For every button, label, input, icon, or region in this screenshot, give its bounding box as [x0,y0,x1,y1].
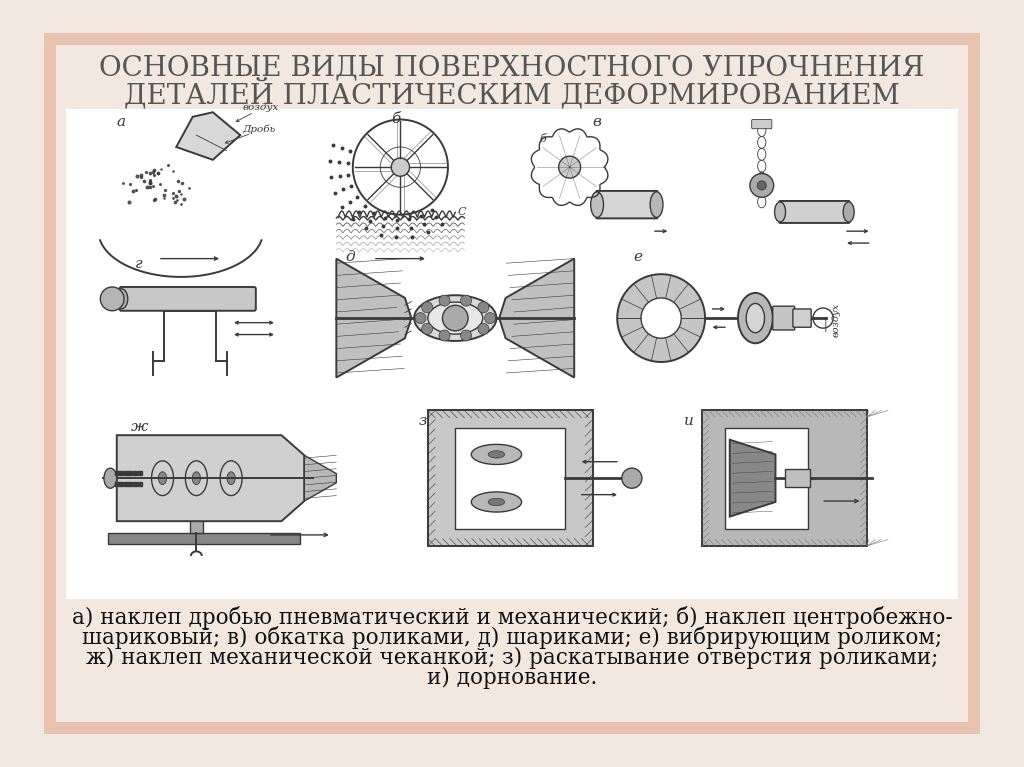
Ellipse shape [738,293,773,344]
Text: ж) наклеп механической чеканкой; з) раскатывание отверстия роликами;: ж) наклеп механической чеканкой; з) раск… [86,647,938,669]
Bar [44,33,980,45]
Text: б: б [391,112,400,127]
Text: шариковый; в) обкатка роликами, д) шариками; е) вибрирующим роликом;: шариковый; в) обкатка роликами, д) шарик… [82,626,942,649]
Polygon shape [499,258,574,377]
Bar [428,410,593,546]
Ellipse shape [115,289,128,309]
Text: и) дорнование.: и) дорнование. [427,667,597,689]
Ellipse shape [414,295,497,341]
FancyBboxPatch shape [120,287,256,311]
Circle shape [641,298,681,338]
Circle shape [478,302,488,313]
Polygon shape [730,439,775,517]
Bar [456,428,565,528]
Circle shape [422,302,432,313]
Text: ОСНОВНЫЕ ВИДЫ ПОВЕРХНОСТНОГО УПРОЧНЕНИЯ: ОСНОВНЫЕ ВИДЫ ПОВЕРХНОСТНОГО УПРОЧНЕНИЯ [99,54,925,82]
Circle shape [461,330,471,341]
Circle shape [461,295,471,306]
Ellipse shape [471,444,521,465]
Ellipse shape [650,192,663,218]
Text: г: г [135,257,142,271]
Ellipse shape [774,202,785,222]
Ellipse shape [591,192,603,218]
Bar [44,33,56,734]
FancyBboxPatch shape [190,489,203,533]
Circle shape [559,156,581,178]
Text: воздух: воздух [242,104,279,113]
Text: ж: ж [130,420,147,433]
Text: д: д [345,250,355,265]
Circle shape [439,295,450,306]
Circle shape [484,313,496,324]
Circle shape [391,158,410,176]
Bar [725,428,808,528]
Text: б: б [540,134,546,144]
FancyBboxPatch shape [596,191,657,219]
Text: е: е [634,250,643,265]
Ellipse shape [488,499,505,505]
Bar [702,410,867,546]
Bar [968,33,980,734]
Polygon shape [176,112,241,160]
FancyBboxPatch shape [779,201,850,223]
Polygon shape [304,456,336,501]
Ellipse shape [104,468,117,489]
Circle shape [100,287,124,311]
Polygon shape [336,258,412,377]
Circle shape [415,313,426,324]
Ellipse shape [193,472,201,485]
Circle shape [617,274,706,362]
Bar [44,722,980,734]
Circle shape [478,324,488,334]
Text: ДЕТАЛЕЙ ПЛАСТИЧЕСКИМ ДЕФОРМИРОВАНИЕМ: ДЕТАЛЕЙ ПЛАСТИЧЕСКИМ ДЕФОРМИРОВАНИЕМ [124,78,900,110]
FancyBboxPatch shape [108,533,300,544]
Text: и: и [684,414,694,428]
Ellipse shape [159,472,167,485]
Circle shape [622,468,642,489]
Text: Дробь: Дробь [242,125,275,134]
Text: в: в [593,115,601,129]
Ellipse shape [488,451,505,458]
FancyBboxPatch shape [784,469,810,487]
FancyBboxPatch shape [752,120,772,129]
Ellipse shape [843,202,854,222]
Circle shape [442,305,468,331]
FancyBboxPatch shape [793,309,811,328]
FancyBboxPatch shape [773,306,795,330]
Ellipse shape [227,472,236,485]
Bar [67,110,957,599]
Text: а: а [117,115,126,129]
Circle shape [757,181,766,190]
Text: С: С [458,206,467,217]
Text: а) наклеп дробью пневматический и механический; б) наклеп центробежно-: а) наклеп дробью пневматический и механи… [72,606,952,629]
Text: з: з [419,414,427,428]
Ellipse shape [746,304,765,333]
Ellipse shape [471,492,521,512]
Text: воздух: воздух [831,302,841,337]
Ellipse shape [428,302,482,334]
Circle shape [439,330,450,341]
Circle shape [750,173,774,197]
Circle shape [422,324,432,334]
Polygon shape [117,435,304,522]
